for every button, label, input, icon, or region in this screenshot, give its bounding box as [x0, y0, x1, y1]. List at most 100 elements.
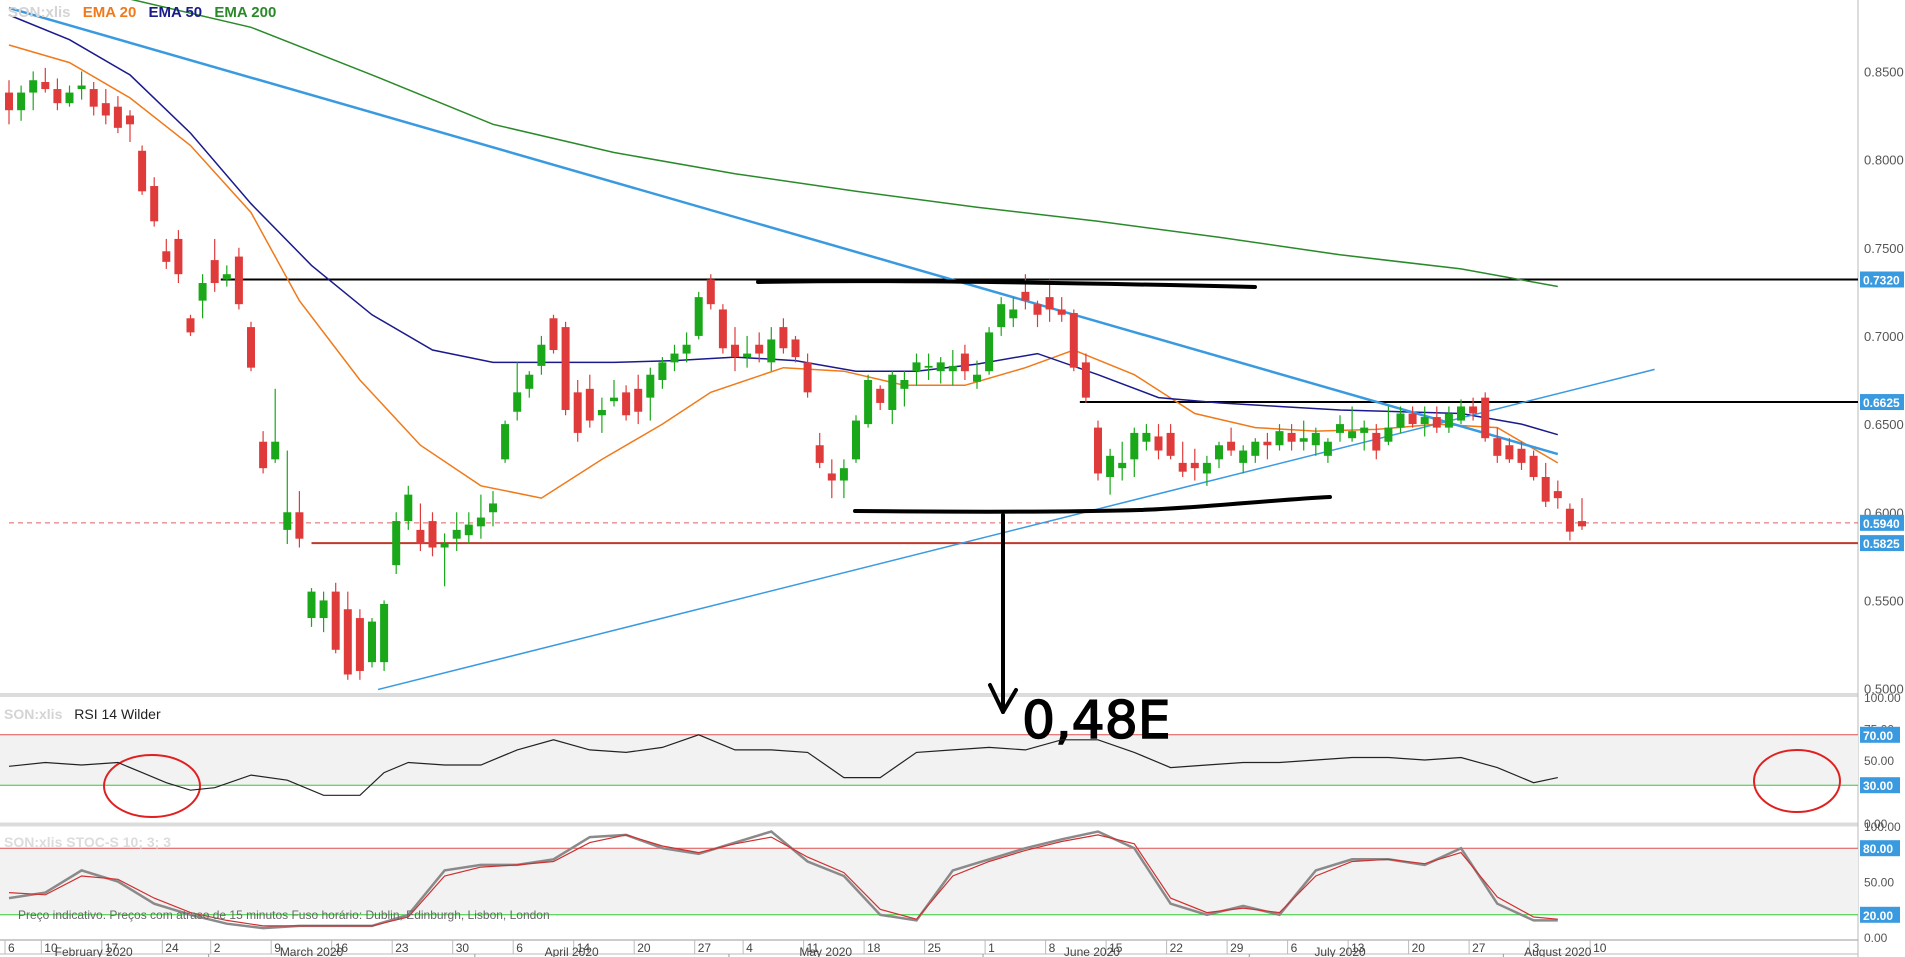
candle — [138, 145, 147, 195]
candle-body — [743, 353, 752, 358]
candle-body — [634, 388, 643, 412]
candle — [380, 600, 389, 671]
x-day-label: 16 — [335, 941, 349, 955]
stoch-panel-title: SON:xlis STOC-S 10; 3; 3 — [4, 834, 179, 850]
candle-body — [113, 106, 122, 128]
candle — [1045, 279, 1054, 322]
candle — [1239, 445, 1248, 474]
candle-body — [355, 618, 364, 671]
candle — [973, 360, 981, 389]
rsi-title: RSI 14 Wilder — [74, 706, 161, 722]
candle — [1505, 438, 1514, 463]
candle — [1457, 399, 1465, 425]
x-day-label: 1 — [988, 941, 995, 955]
candle-body — [827, 473, 836, 481]
x-day-label: 20 — [637, 941, 651, 955]
stoch-d-line — [8, 834, 1558, 927]
x-day-label: 2 — [214, 941, 221, 955]
x-day-label: 10 — [1593, 941, 1607, 955]
rsi-panel-title: SON:xlis RSI 14 Wilder — [4, 706, 161, 722]
price-tag-label: 0.5825 — [1863, 537, 1900, 551]
candle — [1444, 406, 1453, 433]
candle-body — [1384, 427, 1393, 442]
candle-body — [89, 89, 98, 107]
candle — [1130, 427, 1139, 477]
ema200-line — [130, 0, 1558, 288]
candle — [150, 177, 159, 227]
candle-body — [198, 283, 207, 301]
candle — [1142, 424, 1151, 451]
candle-body — [864, 380, 873, 425]
candle — [1287, 424, 1296, 451]
stoch-title: SON:xlis STOC-S 10; 3; 3 — [4, 834, 172, 850]
y-tick-label: 50.00 — [1864, 876, 1894, 890]
candle-body — [41, 81, 50, 90]
candle — [222, 265, 231, 287]
candle-body — [1457, 406, 1465, 421]
candle — [1348, 406, 1357, 442]
candle-body — [779, 327, 788, 349]
candle-body — [150, 186, 159, 222]
candle — [1529, 450, 1538, 481]
candle — [234, 247, 243, 310]
candle — [126, 110, 134, 142]
candle-body — [973, 374, 981, 382]
candle-body — [706, 279, 715, 305]
candle — [428, 512, 437, 557]
candle-body — [1239, 450, 1248, 463]
candle — [1251, 438, 1260, 463]
candle-body — [307, 591, 316, 619]
candle-body — [380, 603, 389, 663]
candle — [53, 78, 62, 111]
candle — [1432, 406, 1441, 433]
x-day-label: 25 — [928, 941, 942, 955]
candle — [307, 588, 316, 627]
candle — [1033, 300, 1042, 328]
candle — [416, 503, 425, 552]
candle-body — [658, 362, 667, 381]
candle-body — [839, 468, 848, 481]
candle-body — [1057, 309, 1066, 315]
candle-body — [29, 80, 38, 93]
candle — [634, 374, 643, 425]
candle — [888, 371, 897, 425]
candle — [355, 609, 364, 680]
candle-body — [815, 445, 824, 463]
y-tick-label: 0.7500 — [1864, 241, 1904, 256]
candle-body — [77, 85, 86, 90]
x-day-label: 17 — [105, 941, 119, 955]
candle — [247, 321, 255, 372]
candle-body — [1553, 491, 1562, 499]
candle — [1311, 427, 1320, 456]
candle — [1481, 392, 1490, 442]
candle — [295, 491, 304, 548]
candle — [658, 357, 667, 389]
x-day-label: 24 — [165, 941, 179, 955]
candle-body — [1106, 455, 1115, 477]
candle-body — [1202, 462, 1211, 474]
candle-body — [985, 332, 994, 372]
candle — [210, 238, 219, 292]
candle-body — [1311, 432, 1320, 446]
candle-body — [1348, 431, 1357, 439]
candle-body — [1517, 448, 1526, 463]
x-month-label: June 2020 — [1064, 945, 1120, 957]
candle-body — [1178, 462, 1187, 472]
stoch-tag-label: 20.00 — [1863, 909, 1893, 923]
candle — [1069, 309, 1078, 372]
candle-body — [622, 392, 631, 416]
candle-body — [1263, 441, 1272, 446]
candle — [1396, 406, 1405, 433]
candle-body — [174, 238, 183, 275]
candle — [1517, 441, 1526, 470]
candle-body — [573, 392, 582, 433]
x-day-label: 4 — [746, 941, 753, 955]
candle — [174, 230, 183, 284]
candle — [101, 89, 110, 125]
candle — [5, 80, 13, 125]
candle — [525, 371, 534, 398]
candle — [452, 512, 461, 552]
candle — [440, 533, 449, 587]
candle-body — [1069, 312, 1078, 368]
candle-body — [476, 517, 485, 527]
